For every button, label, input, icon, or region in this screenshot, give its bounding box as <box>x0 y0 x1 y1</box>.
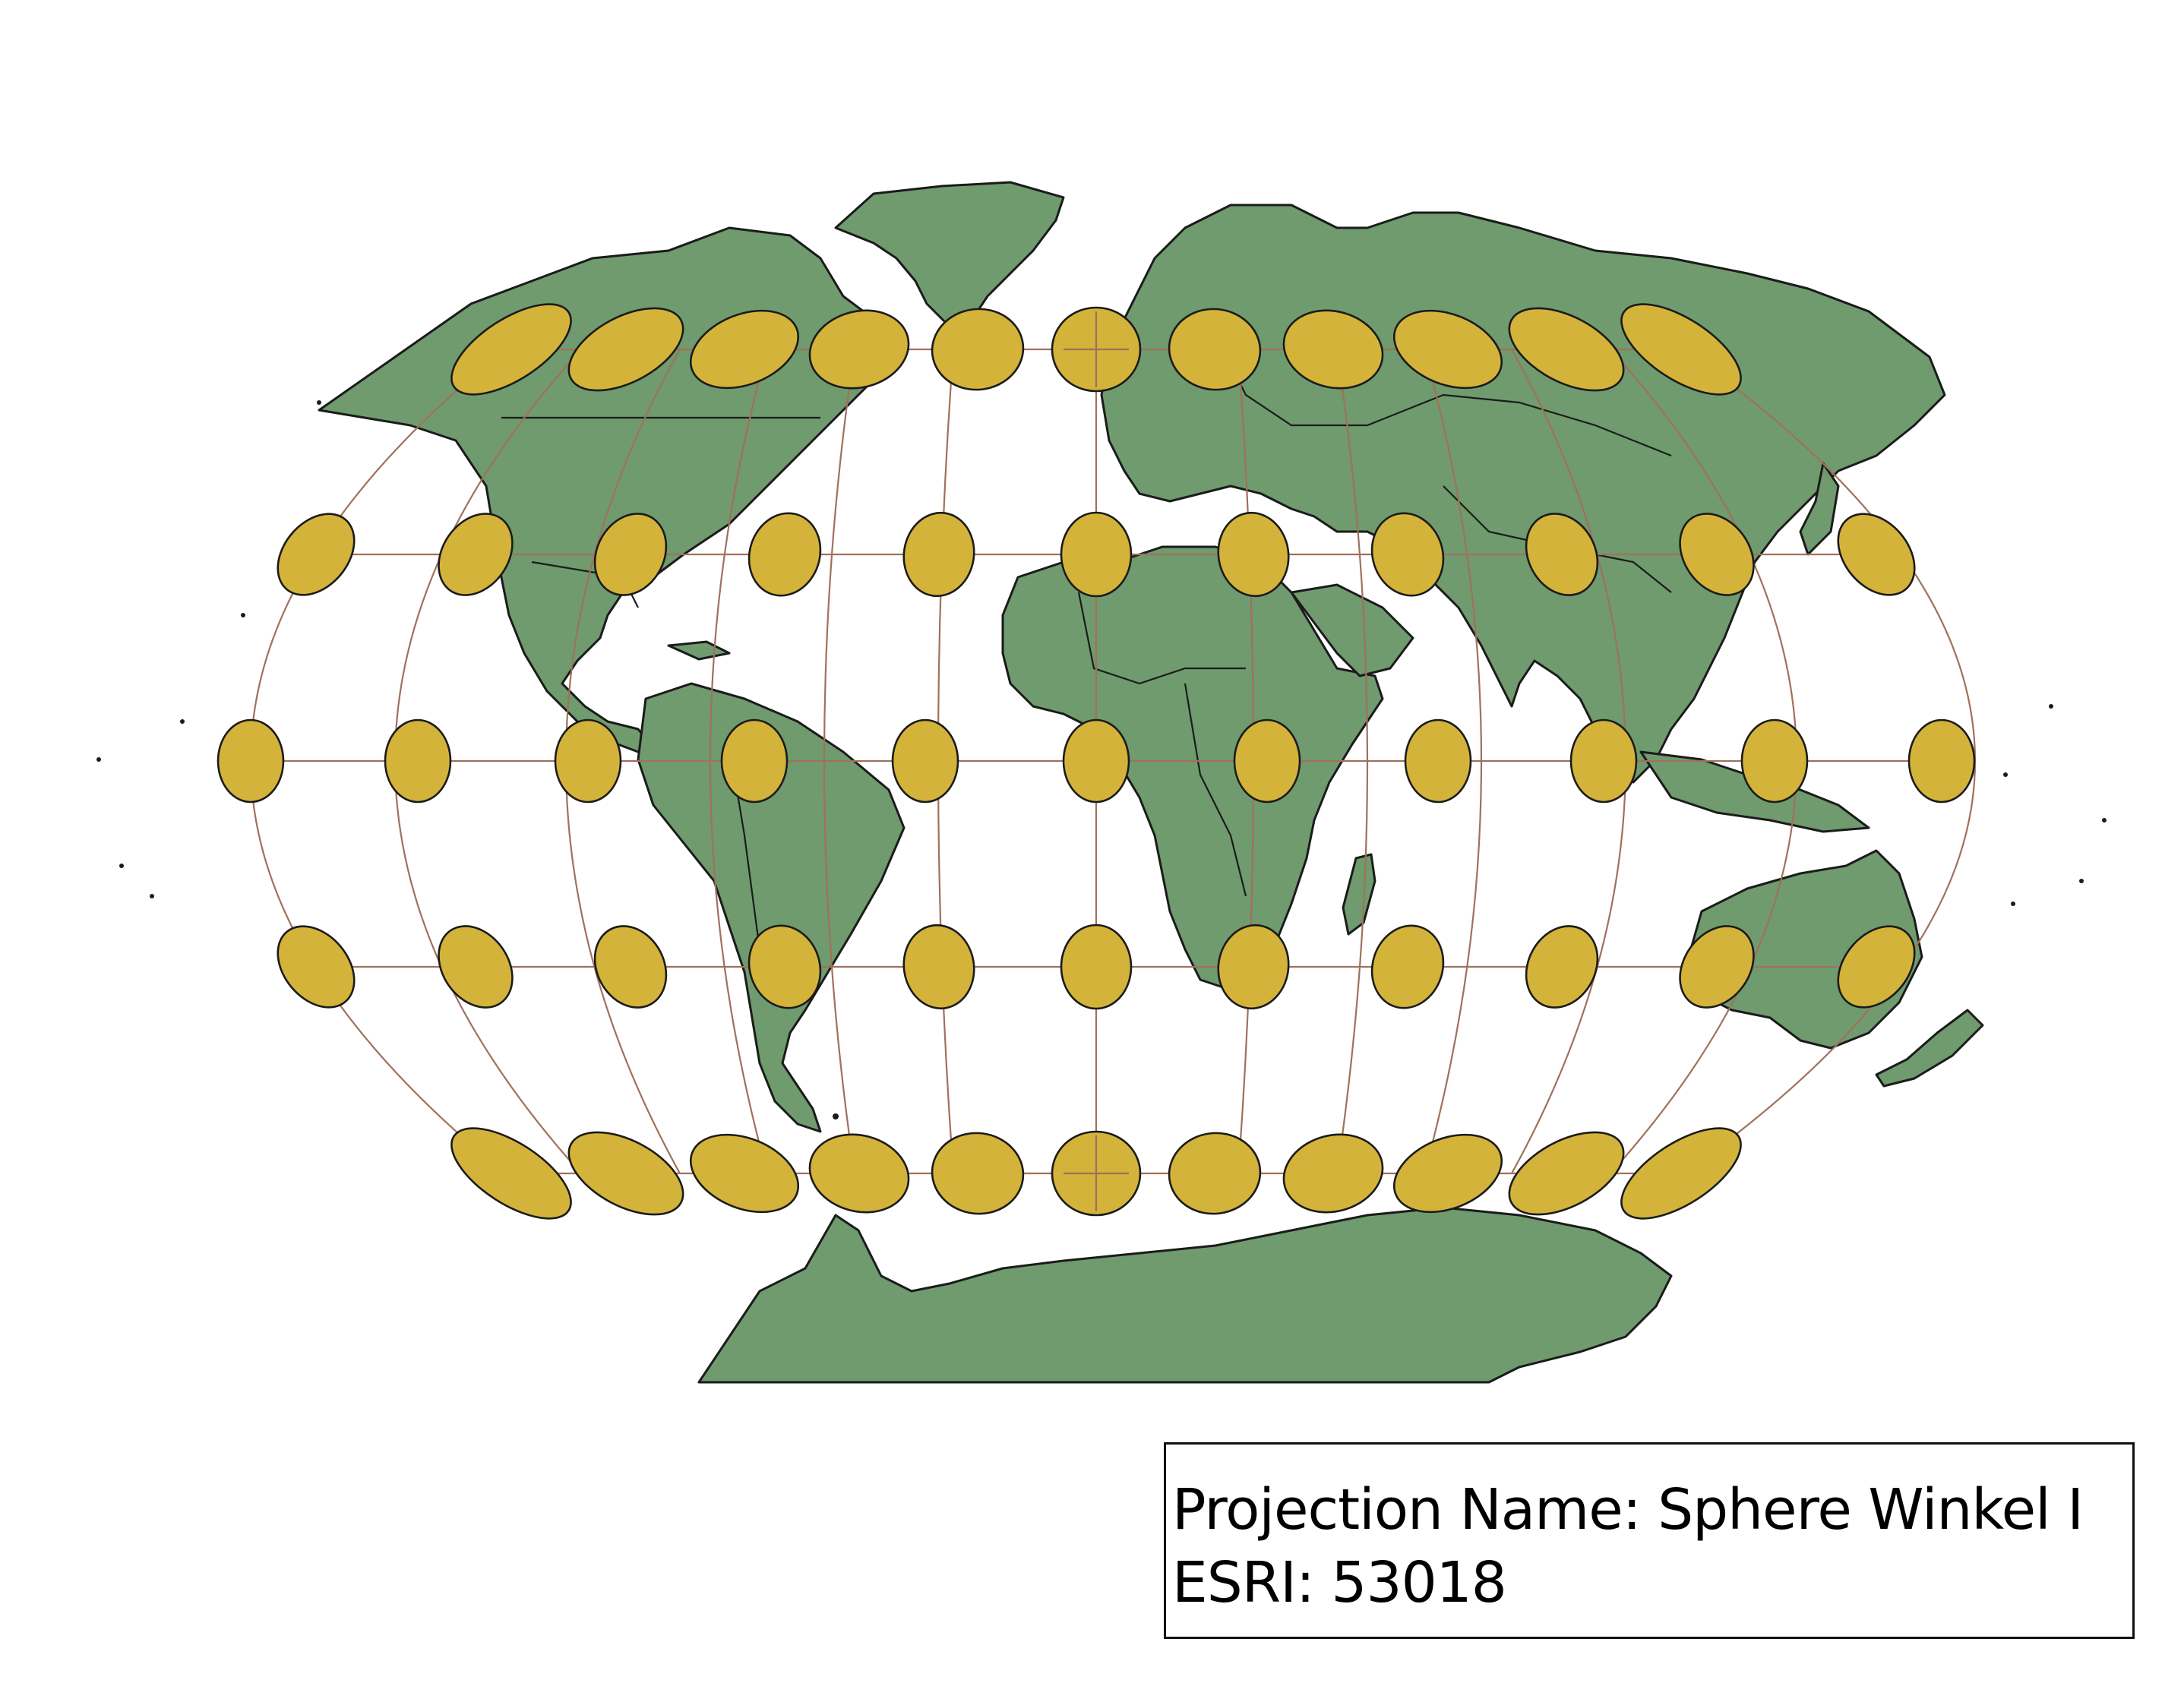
islet <box>241 613 245 617</box>
tissot-indicatrix <box>891 718 959 804</box>
tissot-indicatrix <box>1620 303 1742 396</box>
islet <box>2003 772 2008 777</box>
tissot-indicatrix <box>902 924 975 1010</box>
tissot-indicatrix <box>1740 718 1809 804</box>
tissot-indicatrix <box>1620 1127 1742 1220</box>
tissot-indicatrix <box>1404 718 1472 804</box>
tissot-indicatrix <box>1282 309 1384 390</box>
greenland <box>834 181 1065 328</box>
islet <box>150 894 154 898</box>
tissot-indicatrix <box>567 1131 684 1216</box>
tissot-indicatrix <box>593 925 668 1009</box>
tissot-indicatrix <box>689 1133 800 1214</box>
islet <box>2049 704 2053 709</box>
tissot-indicatrix <box>450 1127 572 1220</box>
tissot-indicatrix <box>1168 308 1262 391</box>
tissot-indicatrix <box>384 718 452 804</box>
south-america <box>637 682 906 1133</box>
tissot-indicatrix <box>1525 925 1599 1009</box>
tissot-indicatrix <box>1282 1133 1384 1214</box>
islet <box>833 1113 839 1119</box>
islet <box>2079 879 2084 883</box>
islet <box>2011 902 2015 906</box>
tissot-indicatrix <box>1679 513 1755 596</box>
tissot-indicatrix <box>1508 1131 1625 1216</box>
new-zealand <box>1875 1009 1984 1088</box>
tissot-indicatrix <box>720 718 789 804</box>
meridian-60e <box>1335 349 1369 1174</box>
tissot-indicatrix <box>1679 925 1755 1009</box>
tissot-indicatrix <box>1837 925 1916 1009</box>
tissot-indicatrix <box>554 718 622 804</box>
tissot-indicatrix <box>808 1133 910 1214</box>
projection-name-label: Projection Name: Sphere Winkel I <box>1172 1477 2084 1543</box>
border-line <box>1077 592 1246 685</box>
tissot-indicatrix <box>902 511 975 598</box>
madagascar <box>1342 853 1376 936</box>
tissot-indicatrix <box>1217 511 1290 598</box>
tissot-indicatrix <box>1392 309 1503 390</box>
esri-code-label: ESRI: 53018 <box>1172 1550 1507 1615</box>
meridian-60w <box>823 349 856 1174</box>
islet <box>96 757 101 762</box>
tissot-indicatrix <box>747 924 822 1009</box>
islet <box>180 719 185 724</box>
projection-info-box: Projection Name: Sphere Winkel I ESRI: 5… <box>1164 1442 2135 1639</box>
tissot-indicatrix <box>931 308 1025 391</box>
tissot-indicatrix <box>567 307 684 392</box>
islet <box>2102 818 2107 823</box>
cross-layer <box>1064 311 1129 1211</box>
islet-layer <box>96 400 2107 1119</box>
tissot-indicatrix <box>450 303 572 396</box>
tissot-indicatrix <box>747 512 822 597</box>
tissot-indicatrix <box>217 718 285 804</box>
tissot-indicatrix <box>277 513 356 596</box>
tissot-indicatrix <box>1060 924 1133 1010</box>
tissot-indicatrix <box>1168 1132 1262 1215</box>
border-line <box>1367 393 1672 457</box>
tissot-indicatrix <box>1217 924 1290 1010</box>
tissot-indicatrix <box>1392 1133 1503 1214</box>
tissot-indicatrix <box>1837 513 1916 596</box>
arabia <box>1290 583 1414 677</box>
tissot-indicatrix <box>689 309 800 390</box>
tissot-indicatrix <box>931 1132 1025 1215</box>
tissot-indicatrix <box>1060 511 1133 598</box>
tissot-indicatrix <box>1370 924 1445 1009</box>
islet <box>119 864 124 868</box>
tissot-indicatrix <box>593 513 668 596</box>
indicatrix-layer <box>217 303 1976 1220</box>
tissot-indicatrix <box>1508 307 1625 392</box>
tissot-indicatrix <box>1907 718 1976 804</box>
tissot-indicatrix <box>1525 513 1599 596</box>
tissot-indicatrix <box>1062 718 1130 804</box>
islet <box>317 400 321 405</box>
tissot-indicatrix <box>1569 718 1638 804</box>
tissot-indicatrix <box>808 309 910 390</box>
meridian-90w <box>709 349 769 1174</box>
tissot-indicatrix <box>438 513 514 596</box>
tissot-indicatrix <box>438 925 514 1009</box>
tissot-indicatrix <box>1370 512 1445 597</box>
tissot-indicatrix <box>1233 718 1301 804</box>
meridian-90e <box>1423 349 1483 1174</box>
tissot-indicatrix <box>277 925 356 1009</box>
border-line <box>1184 683 1247 897</box>
antarctica <box>697 1206 1673 1384</box>
